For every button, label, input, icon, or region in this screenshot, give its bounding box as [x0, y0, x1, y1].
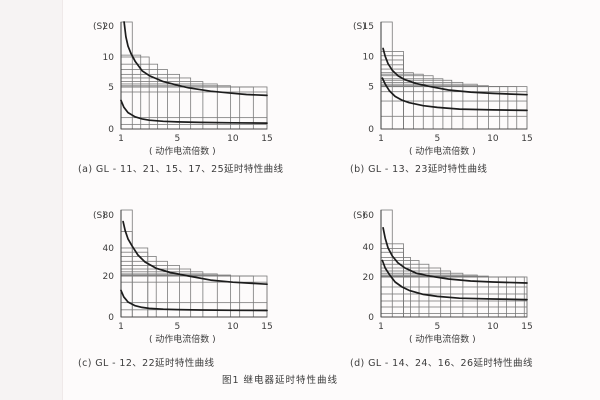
x-tick-label: 15 [261, 322, 272, 332]
x-tick-label: 5 [174, 322, 180, 332]
y-axis-unit-label: (S) [93, 22, 106, 32]
upper-limit-curve [382, 226, 528, 284]
y-tick-label: 0 [108, 125, 114, 135]
chart-a-caption: (a) GL - 11、21、15、17、25延时特性曲线 [78, 164, 284, 175]
lower-limit-curve [381, 259, 528, 301]
chart-d-caption: (d) GL - 14、24、16、26延时特性曲线 [350, 358, 533, 369]
chart-c: 0 20 40 80 1 5 10 15 (S)( 动作电流倍数 ) [55, 198, 335, 350]
lower-limit-curve [381, 77, 528, 112]
y-tick-label: 40 [363, 243, 375, 253]
lower-limit-curve [120, 289, 268, 312]
x-tick-label: 10 [487, 322, 499, 332]
y-tick-label: 20 [103, 22, 115, 32]
step-grid [380, 209, 528, 318]
y-tick-label: 10 [363, 52, 375, 62]
y-axis-unit-label: (S) [93, 211, 106, 221]
y-tick-label: 0 [368, 125, 374, 135]
x-tick-label: 5 [434, 134, 440, 144]
axes [380, 22, 527, 130]
y-tick-label: 20 [363, 273, 375, 283]
x-tick-label: 1 [378, 134, 384, 144]
chart-c-caption: (c) GL - 12、22延时特性曲线 [78, 358, 215, 369]
y-tick-label: 40 [103, 244, 115, 254]
page-margin-shade [0, 0, 63, 400]
upper-limit-curve [382, 47, 528, 96]
y-tick-label: 5 [368, 83, 374, 93]
chart-d: 0 20 40 60 1 5 10 15 (S)( 动作电流倍数 ) [315, 198, 595, 350]
y-tick-label: 15 [363, 22, 374, 32]
chart-a: 0 5 10 20 1 5 10 15 (S)( 动作电流倍数 ) [55, 10, 335, 162]
axes [120, 210, 267, 318]
y-tick-label: 60 [363, 211, 375, 221]
x-tick-label: 5 [434, 322, 440, 332]
y-axis-unit-label: (S) [353, 22, 366, 32]
x-axis-title: ( 动作电流倍数 ) [149, 145, 216, 157]
y-tick-label: 0 [368, 313, 374, 323]
x-tick-label: 1 [118, 322, 124, 332]
x-axis-title: ( 动作电流倍数 ) [409, 145, 476, 157]
x-tick-label: 10 [227, 322, 239, 332]
x-axis-title: ( 动作电流倍数 ) [149, 333, 216, 345]
step-grid [120, 209, 268, 318]
axes [120, 22, 267, 130]
x-tick-label: 1 [118, 134, 124, 144]
y-tick-label: 10 [103, 53, 115, 63]
step-grid [380, 21, 528, 130]
y-tick-label: 20 [103, 272, 115, 282]
y-axis-unit-label: (S) [353, 211, 366, 221]
x-axis-title: ( 动作电流倍数 ) [409, 333, 476, 345]
chart-b: 0 5 10 15 1 5 10 15 (S)( 动作电流倍数 ) [315, 10, 595, 162]
x-tick-label: 5 [174, 134, 180, 144]
upper-limit-curve [122, 220, 268, 286]
chart-b-caption: (b) GL - 13、23延时特性曲线 [350, 164, 488, 175]
x-tick-label: 15 [521, 322, 532, 332]
lower-limit-curve [120, 99, 268, 124]
axes [380, 210, 527, 318]
y-tick-label: 5 [108, 83, 114, 93]
step-grid [120, 21, 268, 130]
x-tick-label: 10 [487, 134, 499, 144]
figure-caption: 图1 继电器延时特性曲线 [221, 375, 339, 386]
upper-limit-curve [123, 21, 268, 97]
y-tick-label: 80 [103, 211, 115, 221]
x-tick-label: 15 [261, 134, 272, 144]
x-tick-label: 1 [378, 322, 384, 332]
x-tick-label: 15 [521, 134, 532, 144]
x-tick-label: 10 [227, 134, 239, 144]
y-tick-label: 0 [108, 313, 114, 323]
